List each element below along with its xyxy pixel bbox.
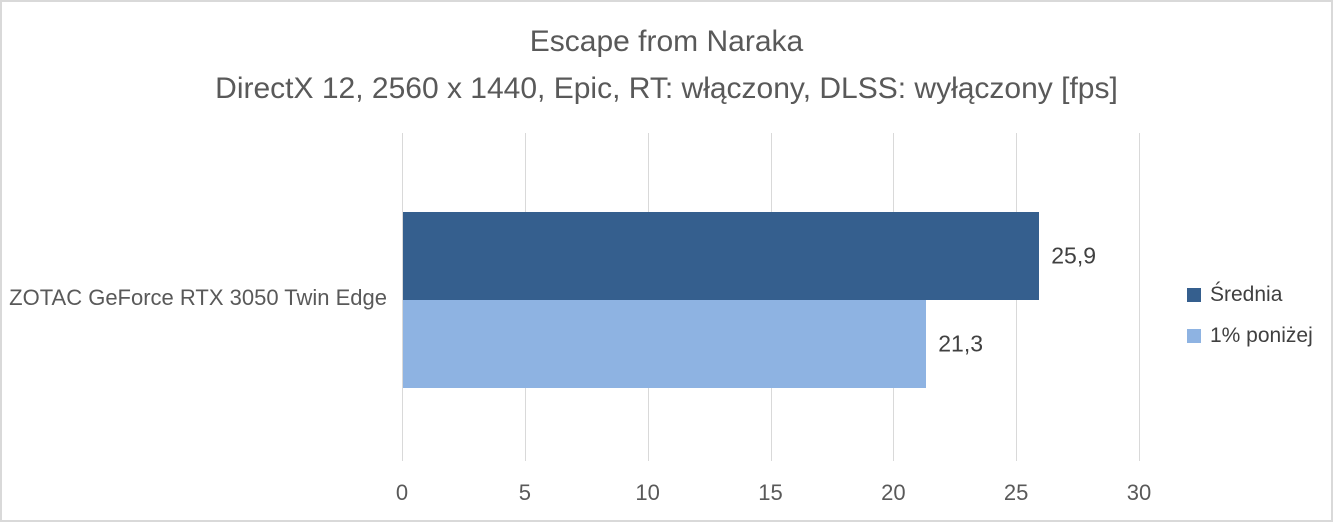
x-axis-tick-label: 20	[881, 480, 906, 505]
chart-subtitle: DirectX 12, 2560 x 1440, Epic, RT: włącz…	[215, 72, 1118, 105]
x-axis-tick-label: 25	[1003, 480, 1029, 505]
x-axis-tick-labels: 0 5 10 15 20 25 30	[396, 480, 1151, 508]
legend-label: Średnia	[1210, 283, 1283, 306]
bar-one-percent-low	[403, 300, 927, 388]
legend-item: 1% poniżej	[1187, 324, 1313, 348]
x-axis-tick-label: 0	[395, 480, 409, 505]
legend-swatch-icon	[1187, 288, 1201, 302]
x-axis-tick-label: 15	[758, 480, 783, 505]
legend-item: Średnia	[1187, 283, 1313, 307]
x-axis-tick-label: 5	[518, 480, 531, 505]
gridline	[402, 133, 403, 461]
bar-value-label: 25,9	[1051, 242, 1097, 269]
bar-value-label: 21,3	[938, 330, 984, 357]
bar-average	[403, 212, 1040, 300]
plot-area: 25,9 21,3	[402, 133, 1140, 461]
legend: Średnia 1% poniżej	[1187, 283, 1313, 348]
legend-label: 1% poniżej	[1210, 324, 1313, 347]
chart-title-block: Escape from Naraka DirectX 12, 2560 x 14…	[2, 18, 1331, 112]
x-axis-tick-label: 30	[1126, 480, 1152, 505]
chart-title: Escape from Naraka	[529, 25, 804, 58]
y-axis-category-label: ZOTAC GeForce RTX 3050 Twin Edge	[9, 285, 387, 310]
legend-swatch-icon	[1187, 329, 1201, 343]
x-axis-tick-label: 10	[635, 480, 660, 505]
gridline	[1139, 133, 1140, 461]
